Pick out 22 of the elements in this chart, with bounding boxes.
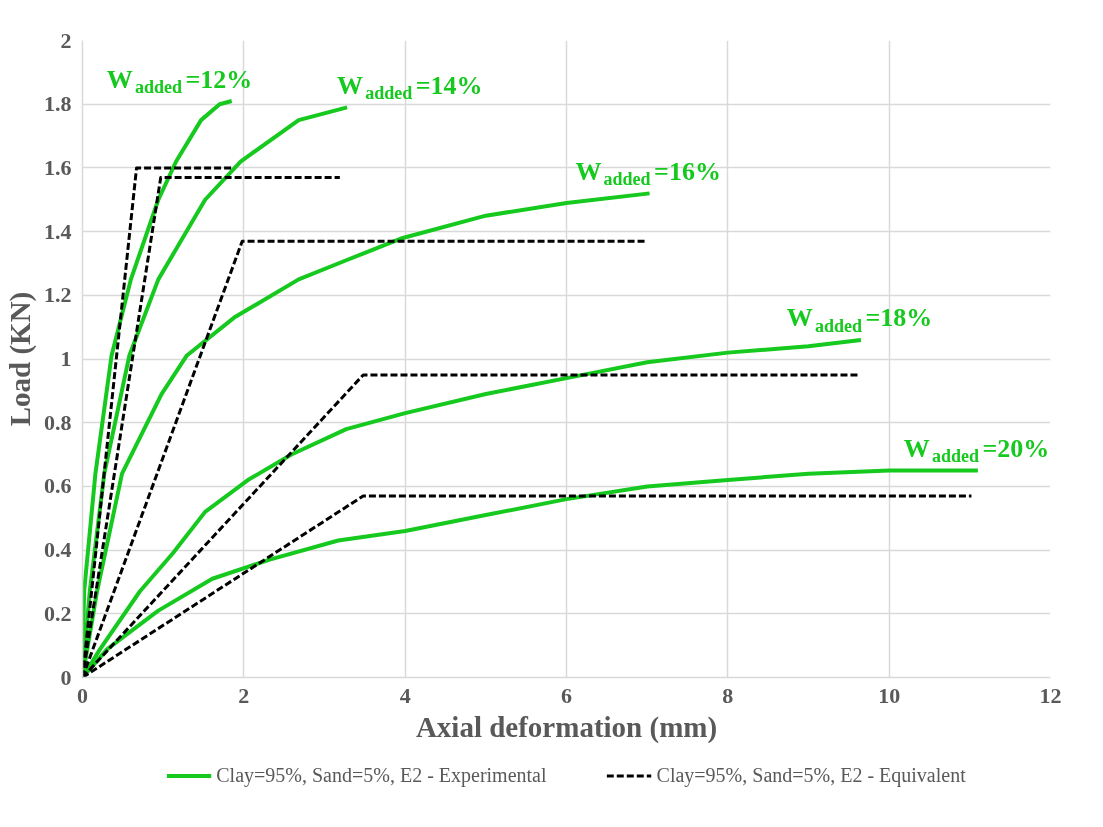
x-tick-label: 10 <box>878 682 901 708</box>
legend-label: Clay=95%, Sand=5%, E2 - Equivalent <box>656 763 966 787</box>
y-axis-title: Load (KN) <box>4 291 37 427</box>
y-tick-label: 0.8 <box>44 409 72 435</box>
x-tick-label: 12 <box>1039 682 1062 708</box>
x-tick-label: 4 <box>399 682 411 708</box>
x-tick-label: 8 <box>722 682 734 708</box>
x-tick-label: 2 <box>238 682 250 708</box>
y-tick-label: 1 <box>60 346 72 371</box>
y-tick-label: 0.4 <box>44 537 72 563</box>
y-tick-label: 2 <box>60 27 72 53</box>
y-tick-label: 0.6 <box>44 473 72 499</box>
x-axis-title: Axial deformation (mm) <box>415 710 718 744</box>
y-tick-label: 1.6 <box>44 154 72 180</box>
y-tick-label: 0 <box>60 664 72 690</box>
x-tick-label: 0 <box>77 682 88 708</box>
y-tick-label: 1.4 <box>44 218 72 244</box>
y-tick-label: 0.2 <box>44 600 72 626</box>
legend-label: Clay=95%, Sand=5%, E2 - Experimental <box>216 763 547 787</box>
y-tick-label: 1.8 <box>44 91 72 117</box>
x-tick-label: 6 <box>561 682 572 708</box>
y-tick-label: 1.2 <box>44 282 72 308</box>
